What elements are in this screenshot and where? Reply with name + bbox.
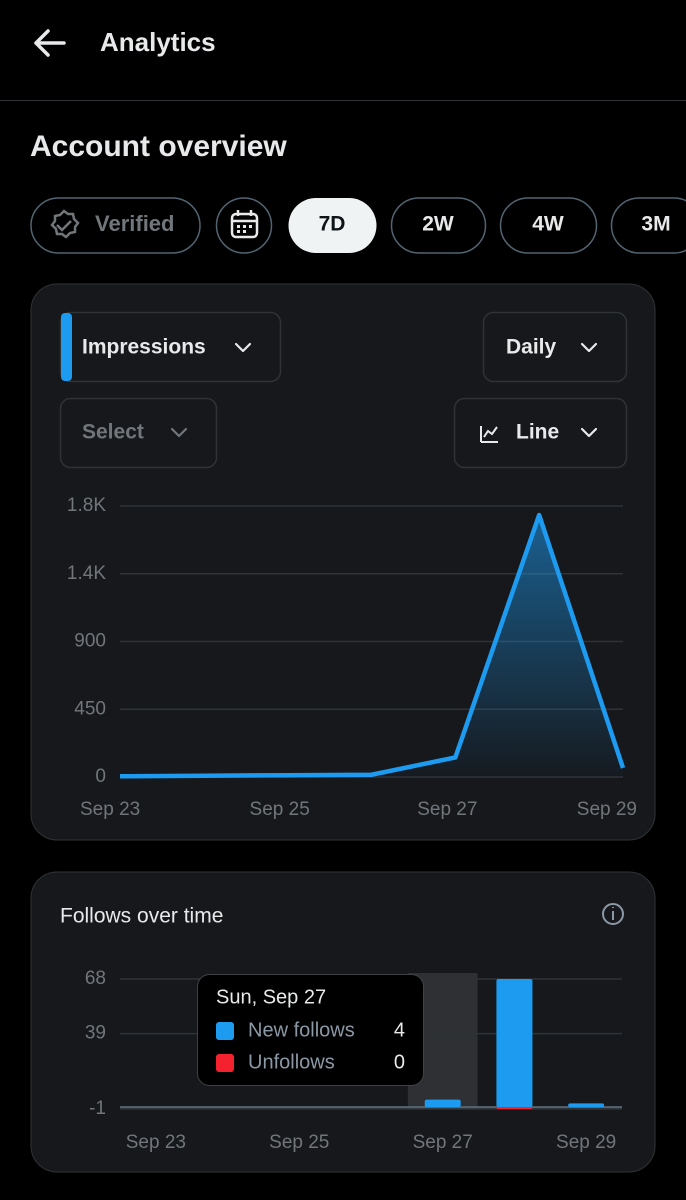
x-tick-label: Sep 23 <box>126 1132 186 1153</box>
section-title: Account overview <box>30 130 287 163</box>
verified-label: Verified <box>95 211 174 236</box>
x-tick-label: Sep 23 <box>80 799 140 820</box>
info-circle <box>602 903 624 925</box>
follows-card: Follows over time -1 39 68 Sep 23 Sep 25 Sep 2… <box>30 871 656 1173</box>
y-tick-label: 450 <box>74 698 106 719</box>
chart-title: Follows over time <box>60 905 223 928</box>
interval-label: Daily <box>506 336 557 359</box>
metric-select[interactable] <box>59 311 282 383</box>
y-tick-label: -1 <box>89 1098 106 1119</box>
range-label: 3M <box>641 213 670 236</box>
metric-label: Impressions <box>82 336 206 359</box>
header-title: Analytics <box>100 27 216 57</box>
chart-type-label: Line <box>516 421 559 444</box>
calendar-button[interactable] <box>215 197 273 254</box>
impressions-card: Impressions Daily Select Line 0 450 900 1.4K 1.8… <box>30 283 656 841</box>
legend-label: New follows <box>248 1019 355 1041</box>
badge <box>50 209 80 239</box>
legend-label: Unfollows <box>248 1051 335 1073</box>
check <box>56 220 72 232</box>
info-icon[interactable] <box>602 903 624 925</box>
calendar-dots <box>237 225 252 233</box>
verified-pill[interactable] <box>30 197 201 254</box>
tooltip <box>197 974 424 1086</box>
chevron <box>580 342 598 353</box>
x-tick-label: Sep 27 <box>417 799 477 820</box>
x-tick-label: Sep 29 <box>556 1132 616 1153</box>
bar <box>496 979 533 1108</box>
y-tick-label: 0 <box>95 766 106 787</box>
metric-color <box>61 313 72 381</box>
x-tick-label: Sep 27 <box>413 1132 473 1153</box>
x-tick-label: Sep 25 <box>269 1132 329 1153</box>
tooltip-value: 4 <box>394 1019 405 1041</box>
tooltip-title: Sun, Sep 27 <box>216 986 326 1008</box>
chart-type-select[interactable] <box>453 397 628 469</box>
line-area <box>120 515 623 777</box>
back-button[interactable] <box>34 29 66 57</box>
chevron <box>580 427 598 438</box>
y-tick-label: 39 <box>85 1023 106 1044</box>
bar <box>496 1107 533 1109</box>
chevron <box>234 342 252 353</box>
x-tick-label: Sep 29 <box>577 799 637 820</box>
range-pill[interactable] <box>499 197 598 254</box>
legend-swatch <box>216 1054 234 1072</box>
verified-icon <box>50 209 80 239</box>
compare-label: Select <box>82 421 144 444</box>
back-arrow[interactable] <box>34 29 66 57</box>
compare-select[interactable] <box>59 397 218 469</box>
bar <box>424 1099 461 1108</box>
calendar-top <box>232 210 257 223</box>
line <box>119 512 626 779</box>
range-pill[interactable] <box>390 197 487 254</box>
y-tick-label: 1.4K <box>67 563 106 584</box>
calendar-icon <box>230 210 259 239</box>
range-label: 2W <box>422 213 454 236</box>
filters: Verified 7D 2W 4W 3M <box>30 197 686 254</box>
bar <box>568 1103 605 1108</box>
range-label: 7D <box>319 213 346 236</box>
x-tick-label: Sep 25 <box>250 799 310 820</box>
range-pill[interactable] <box>288 198 377 253</box>
calendar-body <box>230 212 259 239</box>
range-label: 4W <box>532 213 564 236</box>
chevron <box>170 427 188 438</box>
range-pill[interactable] <box>610 197 686 254</box>
legend-swatch <box>216 1022 234 1040</box>
line-icon <box>480 426 498 443</box>
y-tick-label: 900 <box>74 631 106 652</box>
interval-select[interactable] <box>482 311 628 383</box>
y-tick-label: 68 <box>85 968 106 989</box>
tooltip-value: 0 <box>394 1051 405 1073</box>
y-tick-label: 1.8K <box>67 495 106 516</box>
